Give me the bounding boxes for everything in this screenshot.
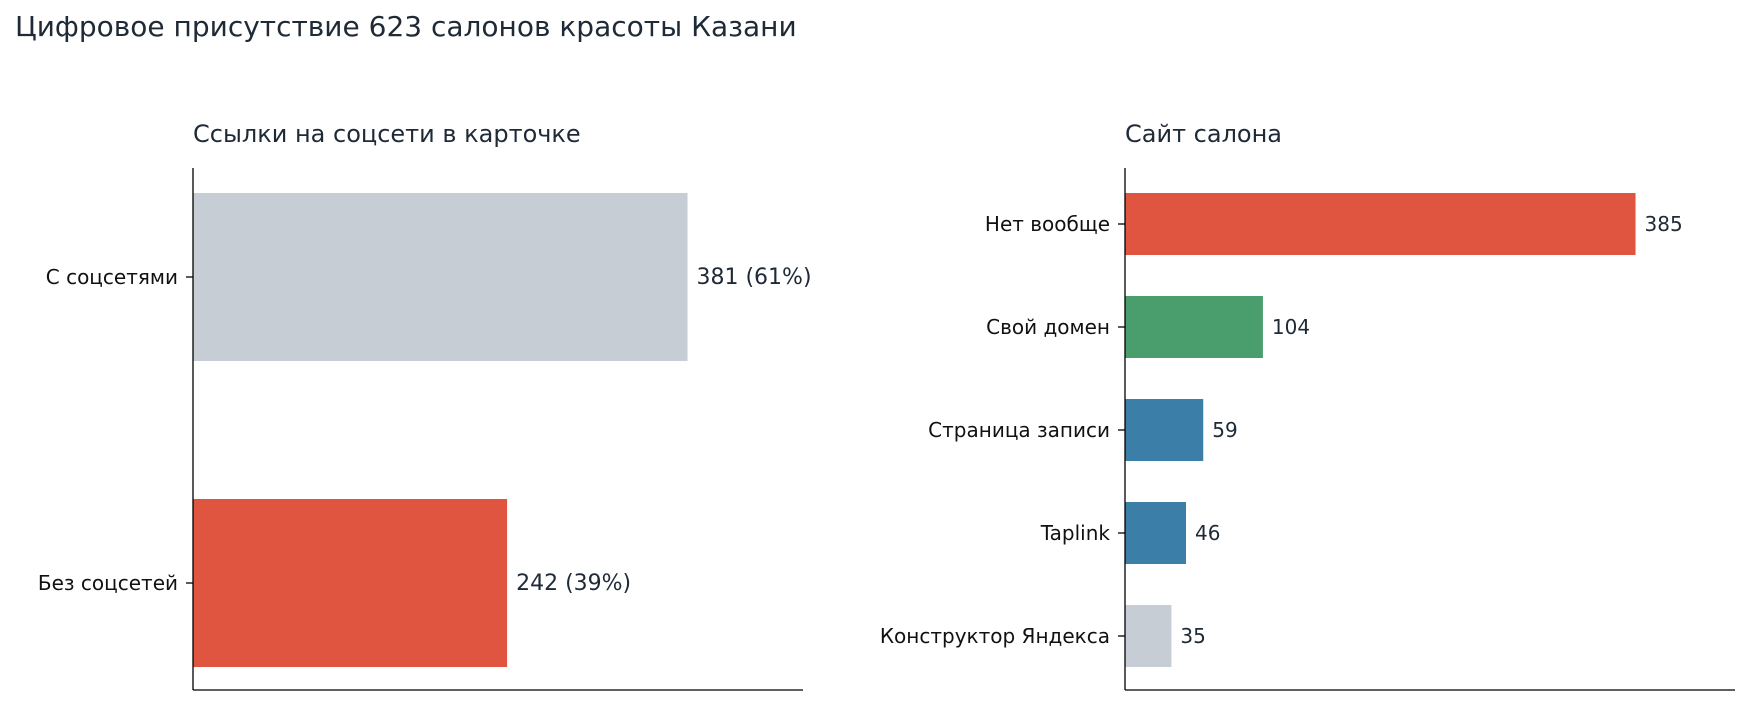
value-label: 242 (39%)	[516, 571, 631, 596]
figure-title: Цифровое присутствие 623 салонов красоты…	[15, 10, 797, 43]
chart-panel-1: Ссылки на соцсети в карточке С соцсетями 3…	[38, 120, 812, 691]
category-label: Без соцсетей	[38, 571, 178, 595]
panel-title: Сайт салона	[1125, 120, 1282, 148]
category-label: Страница записи	[928, 418, 1110, 442]
category-label: Taplink	[1040, 521, 1111, 545]
category-label: С соцсетями	[46, 265, 178, 289]
value-label: 59	[1212, 418, 1237, 442]
category-label: Нет вообще	[985, 212, 1110, 236]
panel-title: Ссылки на соцсети в карточке	[193, 120, 581, 148]
bar-3	[1125, 399, 1204, 461]
value-label: 46	[1195, 521, 1220, 545]
category-label: Свой домен	[986, 315, 1110, 339]
bar-5	[1125, 605, 1172, 667]
bar-2	[193, 499, 508, 667]
category-label: Конструктор Яндекса	[880, 624, 1110, 648]
bar-2	[1125, 296, 1263, 358]
bar-4	[1125, 502, 1186, 564]
bar-1	[193, 193, 688, 361]
bar-1	[1125, 193, 1636, 255]
value-label: 104	[1272, 315, 1310, 339]
value-label: 35	[1180, 624, 1205, 648]
chart-panel-2: Сайт салона Нет вообще 385 Свой домен 104 Стр…	[880, 120, 1735, 691]
value-label: 381 (61%)	[696, 265, 811, 290]
value-label: 385	[1645, 212, 1683, 236]
